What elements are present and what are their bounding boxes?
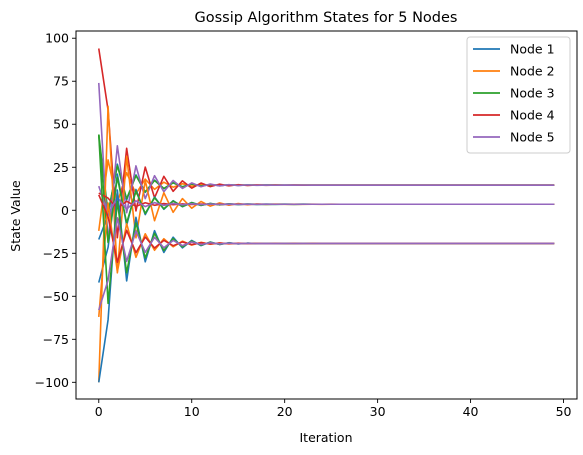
series-line-node-2 bbox=[97, 202, 555, 318]
y-tick-label: −50 bbox=[43, 289, 69, 304]
series-lines bbox=[97, 48, 555, 383]
x-tick-label: 20 bbox=[277, 404, 293, 419]
legend: Node 1 Node 2 Node 3 Node 4 Node 5 bbox=[466, 36, 571, 154]
x-tick-label: 50 bbox=[556, 404, 572, 419]
series-line-node-1 bbox=[97, 189, 555, 383]
y-tick-label: 50 bbox=[53, 117, 69, 132]
series-line-node-5 bbox=[97, 82, 555, 243]
y-tick-label: −100 bbox=[35, 375, 69, 390]
x-tick-label: 0 bbox=[95, 404, 103, 419]
y-tick-label: 100 bbox=[45, 31, 69, 46]
legend-label: Node 1 bbox=[510, 42, 555, 57]
legend-label: Node 3 bbox=[510, 86, 555, 101]
y-tick-label: −75 bbox=[43, 332, 69, 347]
series-line-node-5 bbox=[98, 185, 555, 215]
y-tick-label: 0 bbox=[61, 203, 69, 218]
x-tick-label: 40 bbox=[463, 404, 479, 419]
series-line-node-2 bbox=[97, 159, 555, 232]
legend-box bbox=[466, 36, 571, 154]
legend-label: Node 5 bbox=[510, 130, 555, 145]
chart-title: Gossip Algorithm States for 5 Nodes bbox=[194, 10, 457, 26]
legend-label: Node 4 bbox=[510, 108, 555, 123]
plot-frame bbox=[75, 30, 578, 400]
series-line-node-1 bbox=[97, 173, 555, 283]
y-axis-label: State Value bbox=[8, 180, 23, 252]
axis-ticks: 0 10 20 30 40 50 −100 −75 −50 −25 0 25 50 75 100 bbox=[35, 31, 572, 419]
y-tick-label: 25 bbox=[53, 160, 69, 175]
series-line-node-5 bbox=[98, 217, 555, 311]
x-tick-label: 10 bbox=[184, 404, 200, 419]
series-line-node-1 bbox=[98, 163, 555, 240]
series-line-node-3 bbox=[97, 134, 555, 305]
y-tick-label: 75 bbox=[53, 74, 69, 89]
x-axis-label: Iteration bbox=[299, 430, 352, 445]
legend-label: Node 2 bbox=[510, 64, 555, 79]
y-tick-label: −25 bbox=[43, 246, 69, 261]
x-tick-label: 30 bbox=[370, 404, 386, 419]
